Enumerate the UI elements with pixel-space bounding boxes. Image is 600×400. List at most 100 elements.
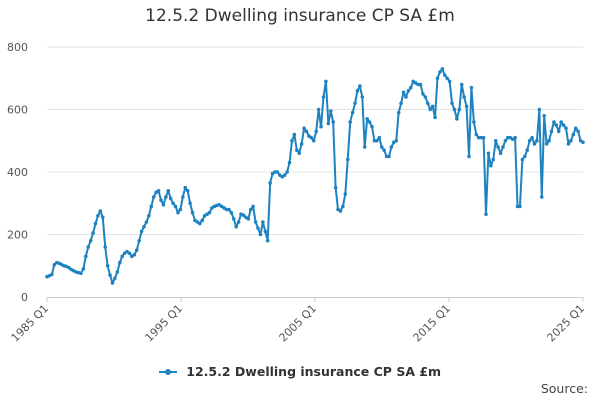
data-point[interactable] — [549, 129, 554, 134]
data-point[interactable] — [430, 104, 435, 109]
data-point[interactable] — [268, 181, 272, 185]
data-point[interactable] — [297, 151, 302, 156]
data-point[interactable] — [554, 123, 559, 127]
data-point[interactable] — [110, 281, 115, 285]
data-point[interactable] — [96, 213, 100, 218]
data-point[interactable] — [382, 148, 386, 152]
data-point[interactable] — [227, 207, 231, 212]
data-point[interactable] — [348, 120, 352, 124]
data-point[interactable] — [265, 238, 270, 243]
data-point[interactable] — [525, 148, 530, 152]
data-point[interactable] — [326, 121, 331, 126]
data-point[interactable] — [338, 209, 343, 213]
data-point[interactable] — [168, 196, 173, 201]
data-point[interactable] — [445, 76, 449, 81]
data-point[interactable] — [367, 120, 372, 124]
data-point[interactable] — [464, 104, 469, 109]
data-point[interactable] — [404, 95, 408, 99]
data-point[interactable] — [496, 145, 500, 149]
data-point[interactable] — [321, 95, 326, 99]
data-point[interactable] — [486, 151, 491, 156]
data-point[interactable] — [144, 220, 149, 224]
data-point[interactable] — [241, 213, 246, 217]
data-point[interactable] — [173, 204, 178, 209]
data-point[interactable] — [409, 85, 413, 90]
data-point[interactable] — [375, 138, 379, 143]
data-point[interactable] — [282, 173, 287, 177]
data-point[interactable] — [285, 170, 289, 174]
data-point[interactable] — [333, 185, 338, 190]
data-point[interactable] — [401, 90, 406, 95]
data-point[interactable] — [328, 109, 333, 113]
data-point[interactable] — [469, 85, 474, 90]
data-point[interactable] — [498, 151, 503, 156]
data-point[interactable] — [484, 212, 488, 216]
data-point[interactable] — [421, 92, 425, 96]
data-point[interactable] — [365, 117, 369, 121]
data-point[interactable] — [457, 107, 462, 112]
data-point[interactable] — [185, 188, 190, 193]
data-point[interactable] — [547, 138, 551, 143]
data-point[interactable] — [127, 251, 132, 256]
data-point[interactable] — [295, 148, 299, 152]
data-point[interactable] — [149, 204, 154, 209]
data-point[interactable] — [234, 224, 238, 229]
data-point[interactable] — [120, 254, 124, 259]
data-point[interactable] — [316, 107, 321, 112]
data-point[interactable] — [52, 263, 57, 267]
data-point[interactable] — [341, 204, 345, 209]
data-point[interactable] — [537, 107, 542, 112]
data-point[interactable] — [513, 135, 517, 140]
data-point[interactable] — [474, 132, 479, 137]
data-point[interactable] — [67, 265, 71, 270]
data-point[interactable] — [435, 76, 440, 81]
data-point[interactable] — [304, 129, 309, 134]
data-point[interactable] — [438, 70, 442, 74]
data-point[interactable] — [556, 129, 561, 134]
data-point[interactable] — [452, 107, 457, 112]
data-point[interactable] — [103, 245, 108, 249]
data-point[interactable] — [450, 101, 454, 106]
data-point[interactable] — [287, 160, 292, 165]
data-point[interactable] — [522, 154, 527, 159]
data-point[interactable] — [462, 95, 466, 99]
data-point[interactable] — [564, 126, 568, 131]
data-point[interactable] — [527, 138, 532, 143]
data-point[interactable] — [530, 135, 534, 140]
data-point[interactable] — [50, 272, 54, 277]
data-point[interactable] — [115, 270, 120, 274]
data-point[interactable] — [539, 195, 544, 199]
data-point[interactable] — [314, 129, 319, 134]
data-point[interactable] — [481, 135, 486, 140]
data-point[interactable] — [302, 126, 306, 131]
data-point[interactable] — [147, 213, 151, 218]
data-point[interactable] — [198, 221, 202, 226]
data-point[interactable] — [573, 126, 578, 131]
data-point[interactable] — [406, 88, 411, 93]
data-point[interactable] — [355, 88, 360, 93]
data-point[interactable] — [358, 84, 362, 88]
data-point[interactable] — [343, 192, 348, 196]
data-point[interactable] — [275, 170, 280, 174]
data-point[interactable] — [353, 101, 357, 106]
data-point[interactable] — [258, 232, 263, 237]
data-point[interactable] — [159, 198, 163, 202]
data-point[interactable] — [113, 276, 117, 281]
data-point[interactable] — [161, 203, 166, 207]
data-point[interactable] — [156, 188, 161, 193]
data-point[interactable] — [263, 229, 268, 234]
data-point[interactable] — [345, 157, 350, 162]
data-point[interactable] — [360, 95, 365, 99]
data-point[interactable] — [542, 113, 546, 118]
data-point[interactable] — [518, 204, 522, 209]
data-point[interactable] — [501, 145, 505, 149]
data-point[interactable] — [231, 217, 236, 221]
data-point[interactable] — [489, 163, 493, 168]
data-point[interactable] — [134, 248, 139, 252]
data-point[interactable] — [117, 260, 122, 265]
data-point[interactable] — [493, 138, 498, 143]
data-point[interactable] — [98, 209, 103, 213]
data-point[interactable] — [256, 226, 260, 231]
data-point[interactable] — [455, 117, 459, 121]
data-point[interactable] — [142, 224, 146, 229]
